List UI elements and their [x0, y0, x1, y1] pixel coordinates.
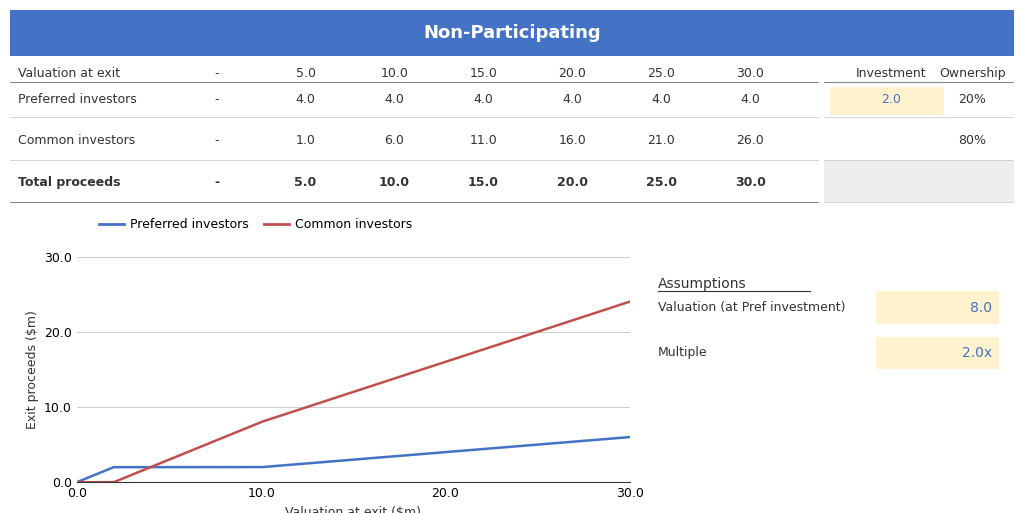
Text: Multiple: Multiple	[657, 346, 708, 360]
FancyBboxPatch shape	[824, 160, 1014, 202]
Text: 2.0: 2.0	[881, 93, 900, 106]
Text: 20.0: 20.0	[557, 176, 588, 189]
Text: Non-Participating: Non-Participating	[423, 24, 601, 43]
Text: 4.0: 4.0	[296, 93, 315, 106]
Text: Valuation at exit: Valuation at exit	[18, 67, 121, 80]
Text: 15.0: 15.0	[470, 67, 498, 80]
Text: 16.0: 16.0	[559, 134, 587, 147]
Text: 30.0: 30.0	[735, 176, 766, 189]
Text: -: -	[214, 176, 219, 189]
Text: 15.0: 15.0	[468, 176, 499, 189]
Text: 5.0: 5.0	[296, 67, 315, 80]
Text: 5.0: 5.0	[294, 176, 316, 189]
FancyBboxPatch shape	[830, 87, 944, 115]
Y-axis label: Exit proceeds ($m): Exit proceeds ($m)	[26, 310, 39, 429]
Text: Ownership: Ownership	[939, 67, 1006, 80]
Text: 20.0: 20.0	[558, 67, 587, 80]
Text: -: -	[214, 134, 219, 147]
FancyBboxPatch shape	[876, 337, 999, 369]
Text: 25.0: 25.0	[646, 176, 677, 189]
Text: 30.0: 30.0	[736, 67, 764, 80]
X-axis label: Valuation at exit ($m): Valuation at exit ($m)	[286, 506, 421, 513]
Text: 25.0: 25.0	[647, 67, 676, 80]
Text: 8.0: 8.0	[970, 301, 992, 315]
Text: 10.0: 10.0	[381, 67, 409, 80]
Text: Total proceeds: Total proceeds	[18, 176, 121, 189]
Text: Preferred investors: Preferred investors	[18, 93, 137, 106]
Text: 80%: 80%	[958, 134, 986, 147]
Text: 20%: 20%	[958, 93, 986, 106]
Legend: Preferred investors, Common investors: Preferred investors, Common investors	[94, 213, 418, 236]
Text: 10.0: 10.0	[379, 176, 410, 189]
Text: 4.0: 4.0	[651, 93, 672, 106]
Text: Investment: Investment	[855, 67, 926, 80]
Text: -: -	[214, 93, 219, 106]
Text: 4.0: 4.0	[562, 93, 583, 106]
Text: 6.0: 6.0	[385, 134, 404, 147]
Text: -: -	[214, 67, 219, 80]
Text: 4.0: 4.0	[740, 93, 761, 106]
Text: 4.0: 4.0	[473, 93, 494, 106]
Text: 21.0: 21.0	[647, 134, 675, 147]
Text: Common investors: Common investors	[18, 134, 135, 147]
Text: 2.0x: 2.0x	[962, 346, 992, 360]
Text: 11.0: 11.0	[470, 134, 498, 147]
Text: 4.0: 4.0	[385, 93, 404, 106]
Text: 26.0: 26.0	[736, 134, 764, 147]
Text: Assumptions: Assumptions	[657, 277, 746, 290]
Text: Valuation (at Pref investment): Valuation (at Pref investment)	[657, 301, 845, 314]
Text: 1.0: 1.0	[296, 134, 315, 147]
FancyBboxPatch shape	[876, 291, 999, 324]
